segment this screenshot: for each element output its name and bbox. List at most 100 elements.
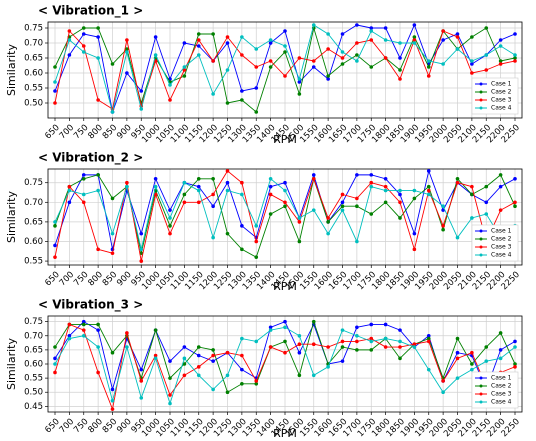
data-point	[53, 255, 57, 259]
y-tick-label: 0.65	[24, 345, 43, 355]
data-point	[125, 50, 129, 54]
data-point	[211, 204, 215, 209]
data-point	[96, 188, 100, 193]
y-tick-label: 0.60	[24, 69, 43, 79]
data-point	[168, 231, 172, 236]
data-point	[96, 328, 100, 332]
data-point	[182, 356, 187, 361]
data-point	[355, 239, 359, 244]
data-point	[369, 29, 374, 33]
data-point	[412, 247, 417, 252]
data-point	[53, 89, 57, 93]
data-point	[67, 200, 72, 205]
data-point	[498, 173, 503, 177]
data-point	[311, 373, 316, 378]
data-point	[182, 362, 187, 366]
data-point	[297, 92, 302, 96]
data-point	[53, 224, 57, 228]
data-point	[225, 390, 230, 395]
data-point	[225, 231, 230, 236]
y-axis-label: Similarity	[5, 191, 18, 243]
data-point	[283, 200, 287, 205]
data-point	[268, 212, 273, 216]
data-point	[412, 345, 417, 349]
data-point	[240, 89, 244, 93]
legend-label: Case 3	[491, 244, 512, 251]
data-point	[283, 188, 287, 193]
y-axis-label: Similarity	[5, 44, 18, 96]
legend-marker	[479, 229, 483, 233]
data-point	[110, 110, 115, 114]
data-point	[340, 328, 345, 332]
y-tick-label: 0.60	[24, 360, 43, 370]
data-point	[340, 32, 345, 36]
data-point	[498, 44, 503, 48]
data-point	[513, 365, 517, 369]
data-point	[139, 259, 144, 263]
data-point	[67, 38, 72, 42]
data-point	[139, 107, 144, 111]
data-point	[311, 208, 316, 212]
data-point	[398, 188, 402, 193]
data-point	[153, 35, 158, 39]
data-point	[383, 336, 388, 341]
data-point	[398, 328, 402, 332]
legend-marker	[479, 82, 483, 86]
data-point	[326, 74, 330, 78]
data-point	[326, 231, 330, 236]
legend-marker	[479, 237, 483, 241]
data-point	[240, 53, 244, 57]
data-point	[340, 204, 345, 209]
data-point	[340, 359, 345, 363]
y-tick-label: 0.65	[24, 217, 43, 227]
data-point	[81, 200, 86, 205]
data-point	[182, 68, 187, 72]
data-point	[383, 26, 388, 30]
data-point	[297, 350, 302, 355]
data-point	[513, 59, 517, 63]
data-point	[326, 220, 330, 224]
data-point	[297, 216, 302, 220]
data-point	[211, 32, 215, 36]
legend-marker	[479, 253, 483, 257]
data-point	[311, 176, 316, 181]
data-point	[412, 41, 417, 45]
data-point	[182, 373, 187, 378]
data-point	[96, 247, 100, 252]
data-point	[268, 65, 273, 69]
data-point	[211, 359, 215, 363]
data-point	[81, 322, 86, 327]
data-point	[484, 68, 489, 72]
data-point	[340, 50, 345, 54]
data-point	[383, 176, 388, 181]
data-point	[513, 345, 517, 349]
data-point	[326, 345, 330, 349]
data-point	[81, 192, 86, 197]
data-point	[110, 196, 115, 201]
legend-marker	[479, 245, 483, 249]
data-point	[96, 98, 100, 102]
data-point	[369, 38, 374, 42]
data-point	[326, 47, 330, 51]
data-point	[311, 173, 316, 177]
data-point	[254, 65, 259, 69]
data-point	[182, 192, 187, 197]
data-point	[196, 200, 201, 205]
data-point	[441, 38, 445, 42]
data-point	[470, 367, 474, 372]
legend-marker	[479, 384, 483, 388]
data-point	[268, 345, 273, 349]
y-tick-label: 0.55	[24, 374, 43, 384]
data-point	[81, 173, 86, 177]
data-point	[96, 345, 100, 349]
data-point	[283, 44, 287, 48]
data-point	[441, 62, 445, 66]
data-point	[125, 180, 129, 185]
data-point	[240, 98, 244, 102]
data-point	[513, 176, 517, 181]
data-point	[182, 65, 187, 69]
data-point	[441, 204, 445, 209]
data-point	[297, 342, 302, 347]
data-point	[470, 350, 474, 355]
